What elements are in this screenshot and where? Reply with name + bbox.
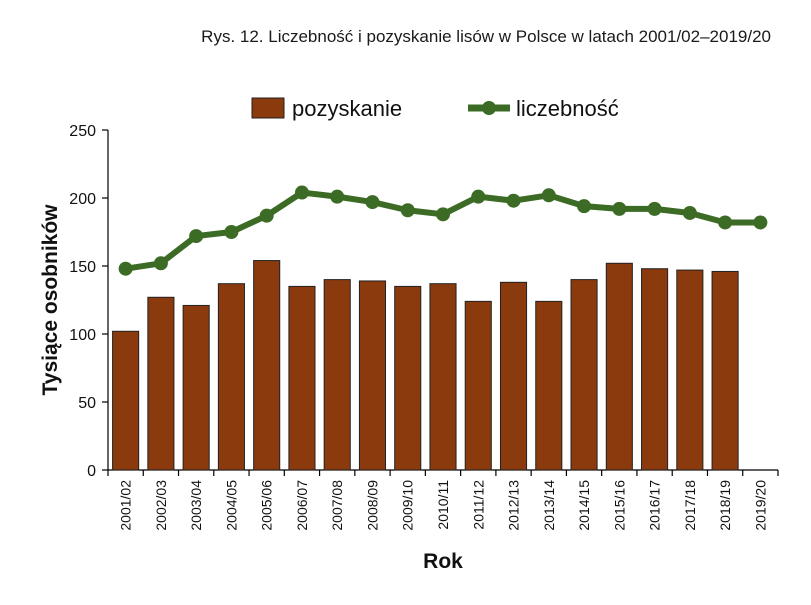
y-tick-label: 50 bbox=[78, 395, 96, 412]
point-liczebnosc bbox=[189, 229, 204, 244]
bar-pozyskanie bbox=[182, 304, 210, 471]
bar-pozyskanie bbox=[429, 283, 457, 471]
point-liczebnosc bbox=[471, 189, 486, 204]
x-tick-label: 2002/03 bbox=[153, 480, 169, 531]
y-axis-label: Tysiące osobników bbox=[39, 204, 62, 396]
x-tick-label: 2016/17 bbox=[647, 480, 663, 531]
bar-pozyskanie bbox=[253, 260, 281, 471]
point-liczebnosc bbox=[753, 215, 768, 230]
x-tick-label: 2005/06 bbox=[259, 480, 275, 531]
x-tick-label: 2011/12 bbox=[470, 480, 486, 530]
bar-pozyskanie bbox=[147, 296, 175, 471]
x-axis-label: Rok bbox=[423, 550, 463, 573]
chart-title: Rys. 12. Liczebność i pozyskanie lisów w… bbox=[201, 27, 771, 46]
x-tick-label: 2012/13 bbox=[506, 480, 522, 531]
line-series bbox=[118, 185, 768, 276]
bar-pozyskanie bbox=[535, 300, 563, 471]
point-liczebnosc bbox=[506, 193, 521, 208]
bars bbox=[112, 260, 739, 471]
point-liczebnosc bbox=[400, 203, 415, 218]
x-tick-label: 2018/19 bbox=[717, 480, 733, 531]
bar-pozyskanie bbox=[605, 262, 633, 471]
point-liczebnosc bbox=[259, 208, 274, 223]
point-liczebnosc bbox=[647, 201, 662, 216]
x-tick-label: 2001/02 bbox=[118, 480, 134, 531]
bar-pozyskanie bbox=[217, 283, 245, 471]
bar-pozyskanie bbox=[570, 279, 598, 471]
x-tick-label: 2006/07 bbox=[294, 480, 310, 531]
line-liczebnosc bbox=[125, 189, 761, 272]
point-liczebnosc bbox=[718, 215, 733, 230]
y-tick-label: 250 bbox=[69, 123, 96, 140]
point-liczebnosc bbox=[612, 201, 627, 216]
x-tick-label: 2004/05 bbox=[223, 480, 239, 531]
x-tick-label: 2013/14 bbox=[541, 480, 557, 531]
point-liczebnosc bbox=[224, 225, 239, 239]
point-liczebnosc bbox=[436, 207, 450, 222]
x-tick-label: 2010/11 bbox=[435, 480, 451, 530]
point-liczebnosc bbox=[682, 205, 697, 220]
x-tick-label: 2003/04 bbox=[188, 480, 204, 531]
x-tick-labels: 2001/02 2002/03 2003/04 2004/05 2005/06 2006/… bbox=[118, 480, 769, 531]
y-tick-label: 100 bbox=[69, 327, 96, 344]
point-liczebnosc bbox=[330, 189, 345, 204]
legend: pozyskanie liczebność bbox=[251, 96, 619, 121]
point-liczebnosc bbox=[365, 195, 380, 210]
legend-swatch-pozyskanie bbox=[251, 97, 285, 119]
bar-pozyskanie bbox=[499, 281, 528, 471]
y-tick-label: 150 bbox=[69, 259, 96, 276]
y-tick-label: 0 bbox=[87, 463, 96, 480]
bar-pozyskanie bbox=[711, 270, 739, 471]
x-tick-label: 2019/20 bbox=[752, 480, 768, 531]
x-tick-label: 2009/10 bbox=[400, 480, 416, 531]
x-tick-label: 2008/09 bbox=[364, 480, 380, 531]
x-tick-label: 2015/16 bbox=[611, 480, 627, 531]
legend-label-liczebnosc: liczebność bbox=[516, 96, 619, 121]
x-tick-label: 2014/15 bbox=[576, 480, 592, 531]
y-tick-label: 200 bbox=[69, 191, 96, 208]
bar-pozyskanie bbox=[464, 300, 492, 471]
x-tick-label: 2017/18 bbox=[682, 480, 698, 531]
bar-pozyskanie bbox=[676, 269, 704, 471]
bar-pozyskanie bbox=[358, 280, 387, 471]
bar-pozyskanie bbox=[323, 279, 351, 471]
x-tick-label: 2007/08 bbox=[329, 480, 345, 531]
point-liczebnosc bbox=[541, 188, 556, 203]
bar-pozyskanie bbox=[112, 330, 140, 471]
bar-pozyskanie bbox=[641, 268, 669, 471]
bar-pozyskanie bbox=[288, 285, 316, 471]
point-liczebnosc bbox=[153, 256, 168, 271]
point-liczebnosc bbox=[118, 261, 133, 276]
point-liczebnosc bbox=[577, 199, 592, 214]
y-tick-labels: 0 50 100 150 200 250 bbox=[69, 123, 96, 480]
point-liczebnosc bbox=[294, 185, 309, 200]
bar-pozyskanie bbox=[394, 285, 422, 471]
legend-label-pozyskanie: pozyskanie bbox=[292, 96, 402, 121]
legend-marker-liczebnosc bbox=[482, 101, 496, 115]
